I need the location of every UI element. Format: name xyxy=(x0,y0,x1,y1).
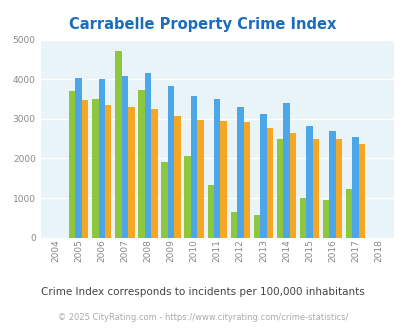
Bar xyxy=(98,79,105,238)
Text: © 2025 CityRating.com - https://www.cityrating.com/crime-statistics/: © 2025 CityRating.com - https://www.city… xyxy=(58,313,347,322)
Bar xyxy=(151,109,157,238)
Bar xyxy=(335,139,341,238)
Bar xyxy=(289,133,295,238)
Bar xyxy=(276,139,283,238)
Bar xyxy=(115,51,122,238)
Text: Crime Index corresponds to incidents per 100,000 inhabitants: Crime Index corresponds to incidents per… xyxy=(41,287,364,297)
Bar xyxy=(174,116,180,238)
Bar xyxy=(122,76,128,238)
Bar xyxy=(220,121,226,238)
Bar xyxy=(345,189,352,238)
Bar xyxy=(299,198,305,238)
Bar xyxy=(305,126,312,238)
Bar xyxy=(75,79,82,238)
Bar xyxy=(161,162,167,238)
Bar xyxy=(128,107,134,238)
Bar xyxy=(69,91,75,238)
Bar xyxy=(207,185,213,238)
Bar xyxy=(312,139,318,238)
Bar xyxy=(358,144,364,238)
Bar xyxy=(167,85,174,238)
Bar xyxy=(322,200,328,238)
Bar xyxy=(213,99,220,238)
Bar xyxy=(237,107,243,238)
Bar xyxy=(253,214,260,238)
Bar xyxy=(190,96,197,238)
Bar xyxy=(138,90,144,238)
Bar xyxy=(230,212,237,238)
Bar xyxy=(266,128,273,238)
Bar xyxy=(184,156,190,238)
Bar xyxy=(105,105,111,238)
Bar xyxy=(197,119,203,238)
Bar xyxy=(328,131,335,238)
Bar xyxy=(352,137,358,238)
Bar xyxy=(144,73,151,238)
Bar xyxy=(283,103,289,238)
Bar xyxy=(82,100,88,238)
Bar xyxy=(92,99,98,238)
Bar xyxy=(243,122,249,238)
Bar xyxy=(260,114,266,238)
Text: Carrabelle Property Crime Index: Carrabelle Property Crime Index xyxy=(69,17,336,32)
